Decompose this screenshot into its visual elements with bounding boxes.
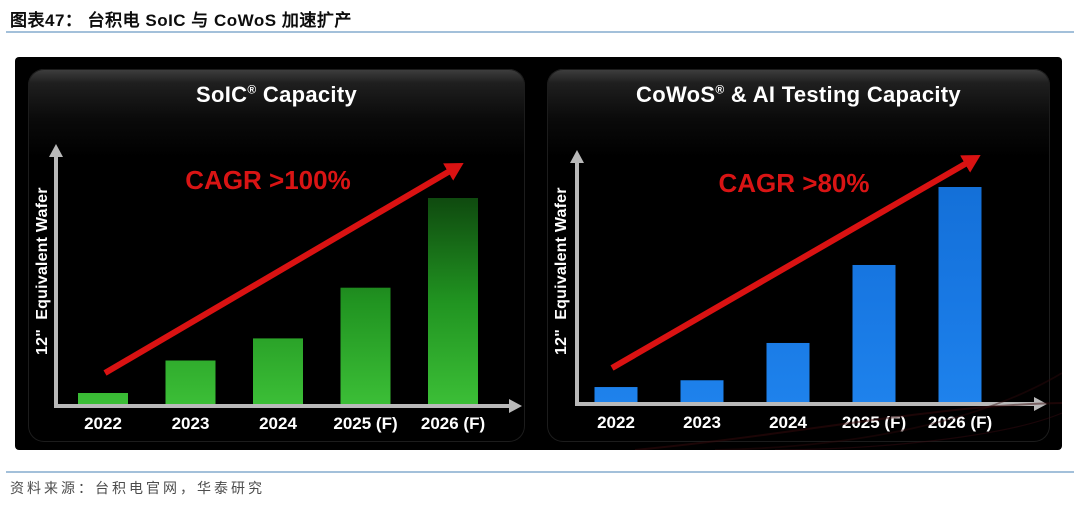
soic-chart bbox=[49, 144, 522, 413]
bar-2023 bbox=[680, 380, 724, 404]
cowos-chart bbox=[570, 150, 1047, 411]
bar-2026 (F) bbox=[938, 187, 982, 404]
soic-y-axis-label: 12" Equivalent Wafer bbox=[34, 187, 51, 355]
source-note: 资料来源：台积电官网，华泰研究 bbox=[10, 482, 265, 497]
registered-mark: ® bbox=[715, 82, 725, 97]
x-tick-2026 (F): 2026 (F) bbox=[927, 413, 993, 432]
title-underline bbox=[6, 31, 1074, 33]
x-tick-2022: 2022 bbox=[84, 414, 122, 433]
bar-2023 bbox=[165, 360, 216, 406]
x-tick-2023: 2023 bbox=[683, 413, 721, 432]
bar-2024 bbox=[253, 338, 303, 406]
trend-arrow bbox=[610, 154, 981, 371]
bar-2025 (F) bbox=[340, 287, 391, 406]
cowos-cagr-label: CAGR >80% bbox=[718, 168, 870, 198]
chart-board: SoIC® Capacity CAGR >100% 12" Equivalent… bbox=[15, 57, 1062, 450]
soic-title-text2: Capacity bbox=[256, 82, 357, 107]
registered-mark: ® bbox=[247, 82, 257, 97]
x-tick-2024: 2024 bbox=[259, 414, 297, 433]
trend-arrow bbox=[103, 162, 464, 376]
bar-2026 (F) bbox=[428, 198, 478, 406]
x-tick-2024: 2024 bbox=[769, 413, 807, 432]
soic-title-text: SoIC bbox=[196, 82, 248, 107]
cowos-panel-title: CoWoS® & AI Testing Capacity bbox=[547, 82, 1050, 108]
cowos-y-axis-label: 12" Equivalent Wafer bbox=[553, 187, 570, 355]
source-rule bbox=[6, 471, 1074, 473]
soic-panel-title: SoIC® Capacity bbox=[28, 82, 525, 108]
cowos-panel: CoWoS® & AI Testing Capacity CAGR >80% 1… bbox=[547, 69, 1050, 442]
x-tick-2025 (F): 2025 (F) bbox=[841, 413, 907, 432]
soic-cagr-label: CAGR >100% bbox=[185, 165, 351, 195]
cowos-title-text2: & AI Testing Capacity bbox=[724, 82, 961, 107]
x-tick-2022: 2022 bbox=[597, 413, 635, 432]
figure-title: 图表47： 台积电 SoIC 与 CoWoS 加速扩产 bbox=[10, 11, 352, 30]
x-tick-2023: 2023 bbox=[171, 414, 210, 433]
bar-2025 (F) bbox=[852, 264, 896, 404]
x-tick-2026 (F): 2026 (F) bbox=[420, 414, 486, 433]
cowos-title-text: CoWoS bbox=[636, 82, 716, 107]
soic-panel: SoIC® Capacity CAGR >100% 12" Equivalent… bbox=[28, 69, 525, 442]
bar-2022 bbox=[594, 387, 638, 404]
bar-2024 bbox=[766, 342, 810, 404]
x-tick-2025 (F): 2025 (F) bbox=[333, 414, 398, 433]
bar-2022 bbox=[78, 393, 128, 406]
